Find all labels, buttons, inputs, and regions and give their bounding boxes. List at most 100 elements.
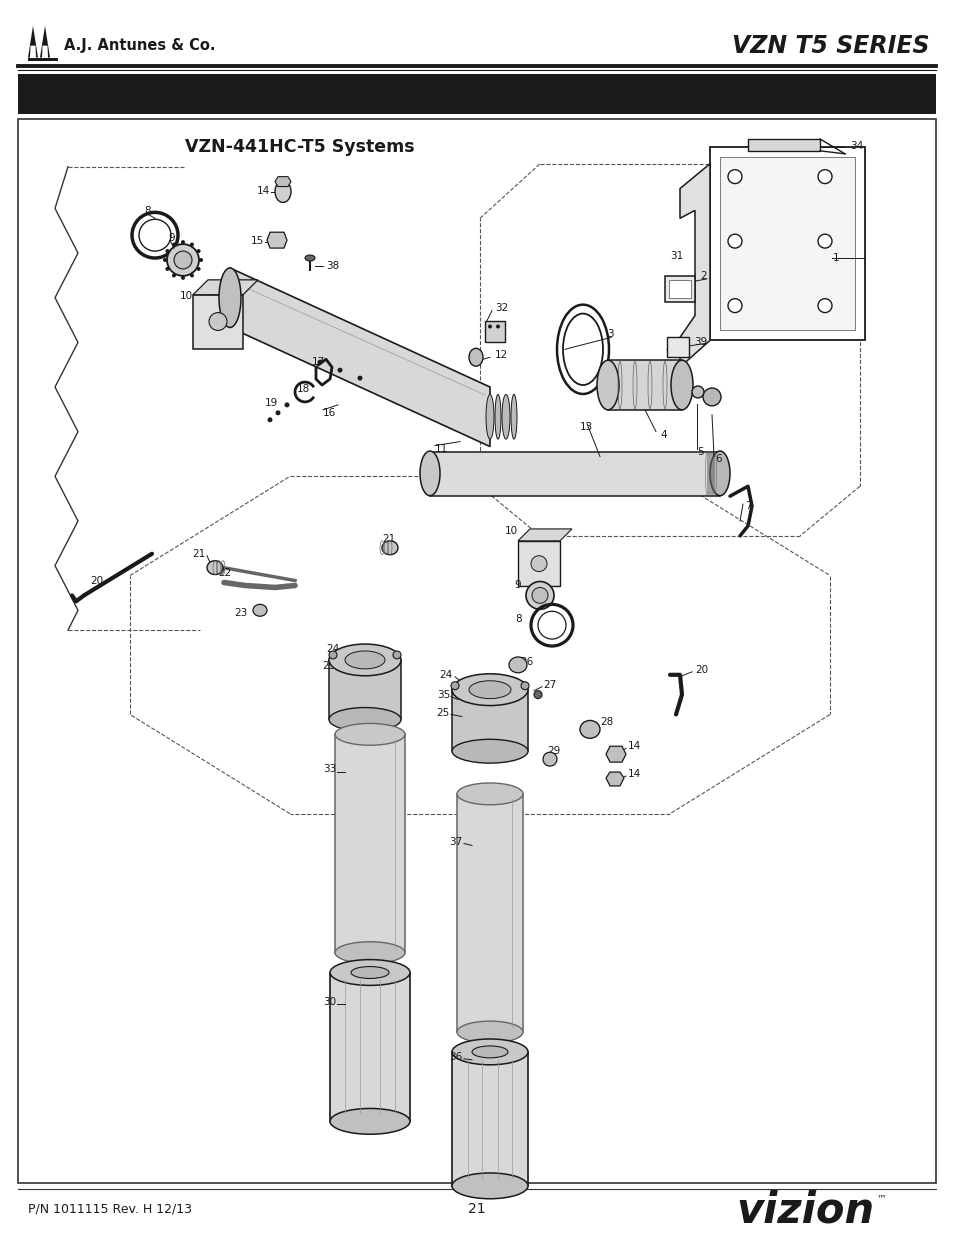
Text: 2: 2 <box>700 270 706 280</box>
Ellipse shape <box>488 325 492 329</box>
Text: 6: 6 <box>714 454 720 464</box>
Ellipse shape <box>329 708 400 731</box>
Text: 24: 24 <box>439 669 453 679</box>
Text: 7: 7 <box>744 501 751 511</box>
Text: 19: 19 <box>265 398 277 408</box>
Text: 10: 10 <box>504 526 517 536</box>
Bar <box>720 157 854 331</box>
Text: P/N 1011115 Rev. H 12/13: P/N 1011115 Rev. H 12/13 <box>28 1202 192 1215</box>
Text: 13: 13 <box>579 421 593 432</box>
Ellipse shape <box>253 604 267 616</box>
Ellipse shape <box>274 180 291 203</box>
Polygon shape <box>747 138 820 151</box>
Ellipse shape <box>702 388 720 406</box>
Ellipse shape <box>172 273 175 278</box>
Ellipse shape <box>219 268 241 327</box>
Text: 20: 20 <box>695 664 707 674</box>
Ellipse shape <box>727 235 741 248</box>
Ellipse shape <box>452 674 527 705</box>
Ellipse shape <box>381 541 397 555</box>
Ellipse shape <box>393 651 400 659</box>
Ellipse shape <box>209 312 227 331</box>
Ellipse shape <box>542 752 557 766</box>
Text: 25: 25 <box>436 708 450 718</box>
Ellipse shape <box>329 651 336 659</box>
Ellipse shape <box>501 394 510 440</box>
Ellipse shape <box>532 588 547 604</box>
Text: 27: 27 <box>542 679 556 689</box>
Text: vizion: vizion <box>736 1189 874 1231</box>
Polygon shape <box>430 452 720 496</box>
Polygon shape <box>452 689 527 751</box>
Ellipse shape <box>357 375 362 380</box>
Ellipse shape <box>190 242 193 247</box>
Ellipse shape <box>452 1173 527 1199</box>
Text: 20: 20 <box>90 576 103 585</box>
Ellipse shape <box>451 682 458 689</box>
Text: 32: 32 <box>495 303 508 312</box>
Ellipse shape <box>351 967 389 978</box>
Polygon shape <box>517 529 572 541</box>
Text: 25: 25 <box>322 661 335 671</box>
Ellipse shape <box>597 361 618 410</box>
Ellipse shape <box>691 387 703 398</box>
Bar <box>668 280 690 298</box>
Ellipse shape <box>817 169 831 184</box>
Ellipse shape <box>284 403 289 408</box>
Ellipse shape <box>335 942 405 963</box>
Ellipse shape <box>817 235 831 248</box>
Text: 10: 10 <box>180 290 193 300</box>
Polygon shape <box>605 746 625 762</box>
Text: 29: 29 <box>546 746 559 756</box>
Bar <box>456 794 522 1032</box>
Ellipse shape <box>452 740 527 763</box>
Text: 1: 1 <box>832 253 839 263</box>
Text: 15: 15 <box>251 236 264 246</box>
Bar <box>28 58 58 61</box>
Bar <box>193 295 243 350</box>
Ellipse shape <box>317 359 322 364</box>
Ellipse shape <box>167 245 199 275</box>
Ellipse shape <box>456 783 522 805</box>
Polygon shape <box>193 280 257 295</box>
Ellipse shape <box>579 720 599 739</box>
Text: 21: 21 <box>193 548 206 558</box>
Ellipse shape <box>511 394 517 440</box>
Ellipse shape <box>190 273 193 278</box>
Text: 9: 9 <box>168 233 174 243</box>
Text: 5: 5 <box>697 447 703 457</box>
Text: 38: 38 <box>326 261 339 270</box>
Text: 34: 34 <box>849 141 862 151</box>
Text: 39: 39 <box>693 337 706 347</box>
Text: REPLACEMENT PARTS (continued): REPLACEMENT PARTS (continued) <box>292 85 661 104</box>
Text: 24: 24 <box>327 643 339 655</box>
Text: 26: 26 <box>519 657 533 667</box>
Polygon shape <box>28 26 38 58</box>
Ellipse shape <box>330 1109 410 1134</box>
Polygon shape <box>40 26 50 58</box>
Ellipse shape <box>469 348 482 366</box>
Text: 21: 21 <box>468 1202 485 1215</box>
Ellipse shape <box>330 960 410 986</box>
Ellipse shape <box>709 451 729 495</box>
Polygon shape <box>605 772 623 785</box>
Ellipse shape <box>485 394 494 440</box>
Bar <box>18 119 935 1183</box>
Text: 36: 36 <box>448 1052 461 1062</box>
Bar <box>709 147 864 341</box>
Ellipse shape <box>495 394 500 440</box>
Polygon shape <box>607 361 681 410</box>
Text: 21: 21 <box>381 534 395 543</box>
Ellipse shape <box>173 251 192 269</box>
Text: 33: 33 <box>322 764 335 774</box>
Ellipse shape <box>817 299 831 312</box>
Polygon shape <box>274 177 291 186</box>
Text: 14: 14 <box>627 769 640 779</box>
Polygon shape <box>267 232 287 248</box>
Text: 8: 8 <box>145 206 152 216</box>
Ellipse shape <box>267 417 273 422</box>
Text: 11: 11 <box>435 443 448 453</box>
Bar <box>664 275 695 301</box>
Text: ™: ™ <box>876 1193 886 1203</box>
Text: 18: 18 <box>296 384 310 394</box>
